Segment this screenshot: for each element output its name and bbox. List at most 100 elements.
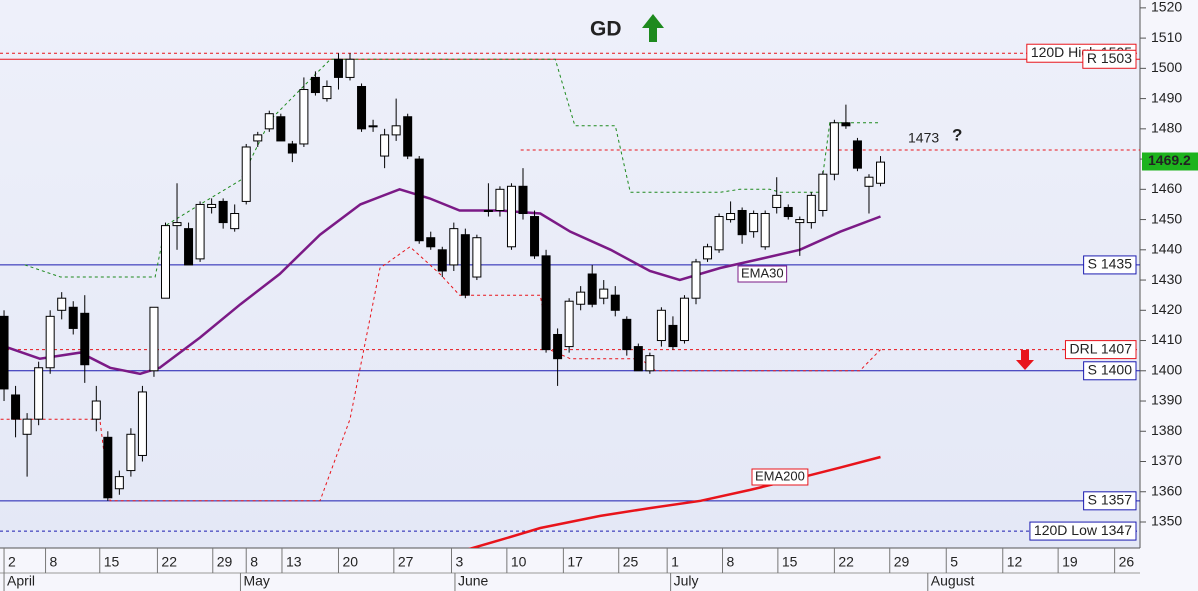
candle-body — [472, 237, 482, 278]
candle-body — [599, 288, 609, 299]
candle-body — [668, 324, 678, 348]
candle-body — [772, 194, 782, 208]
y-tick-label: 1460 — [1151, 180, 1182, 196]
level-label: 1473 — [908, 130, 939, 146]
candle-body — [714, 216, 724, 251]
candle-body — [126, 433, 136, 472]
candle-body — [368, 125, 378, 128]
candle-body — [45, 315, 55, 369]
x-tick-label: 8 — [727, 554, 735, 570]
x-tick-label: 29 — [217, 554, 233, 570]
candle-body — [841, 122, 851, 127]
candle-body — [287, 143, 297, 154]
candle-body — [679, 297, 689, 342]
series-label: EMA30 — [741, 265, 784, 280]
candle-body — [553, 333, 563, 360]
month-label: April — [7, 573, 35, 589]
price-tag — [1142, 152, 1198, 171]
candle-body — [783, 206, 793, 218]
y-tick-label: 1400 — [1151, 361, 1182, 377]
candle-body — [703, 246, 713, 260]
price-tag-label: 1469.2 — [1148, 152, 1191, 168]
candle-body — [114, 476, 124, 490]
x-tick-label: 12 — [1007, 554, 1023, 570]
up-arrow — [642, 14, 664, 42]
level-label: S 1400 — [1088, 361, 1133, 377]
candle-body — [137, 391, 147, 456]
level-box — [1083, 361, 1137, 381]
candle-body — [345, 58, 355, 78]
x-tick-label: 8 — [50, 554, 58, 570]
candle-body — [57, 297, 67, 311]
y-tick-label: 1450 — [1151, 210, 1182, 226]
candle-body — [576, 291, 586, 305]
candle-body — [403, 116, 413, 157]
x-tick-label: 26 — [1119, 554, 1135, 570]
candle-body — [587, 273, 597, 305]
level-label: 120D Low 1347 — [1034, 522, 1132, 538]
x-tick-label: 2 — [8, 554, 16, 570]
y-tick-label: 1480 — [1151, 120, 1182, 136]
y-tick-label: 1430 — [1151, 271, 1182, 287]
level-box — [1029, 521, 1137, 541]
stop-line — [24, 58, 881, 278]
x-tick-label: 15 — [782, 554, 798, 570]
candle-body — [818, 173, 828, 211]
x-tick-label: 10 — [511, 554, 527, 570]
y-tick-label: 1440 — [1151, 241, 1182, 257]
candle-body — [749, 213, 759, 233]
x-tick-label: 13 — [286, 554, 302, 570]
y-tick-label: 1350 — [1151, 513, 1182, 529]
x-tick-label: 1 — [671, 554, 679, 570]
candle-body — [518, 185, 528, 215]
candle-body — [207, 203, 217, 208]
x-tick-label: 29 — [894, 554, 910, 570]
plot-area — [0, 0, 1140, 548]
x-tick-label: 3 — [456, 554, 464, 570]
candle-body — [322, 85, 332, 100]
candle-body — [541, 255, 551, 351]
candle-body — [103, 436, 113, 499]
candle-body — [149, 306, 159, 372]
candle-body — [691, 261, 701, 299]
candle-body — [195, 203, 205, 260]
candle-body — [852, 140, 862, 169]
x-tick-label: 8 — [250, 554, 258, 570]
month-label: July — [674, 573, 699, 589]
candle-body — [172, 222, 182, 227]
overlay: 1520151015001490148014701460145014401430… — [3, 0, 1198, 591]
candle-body — [357, 85, 367, 130]
x-tick-label: 25 — [623, 554, 639, 570]
candle-body — [795, 219, 805, 224]
candle-body — [0, 315, 9, 390]
candle-body — [230, 213, 240, 230]
level-note: ? — [952, 125, 962, 144]
candle-body — [806, 194, 816, 224]
candle-body — [656, 309, 666, 342]
y-tick-label: 1500 — [1151, 59, 1182, 75]
date-axis — [0, 548, 1140, 591]
series-label-box — [737, 265, 788, 283]
candle-body — [530, 216, 540, 257]
candle-body — [622, 318, 632, 351]
y-tick-label: 1380 — [1151, 422, 1182, 438]
candle-body — [310, 76, 320, 94]
candle-body — [760, 213, 770, 248]
x-tick-label: 17 — [567, 554, 583, 570]
x-tick-label: 27 — [398, 554, 414, 570]
level-box — [1064, 340, 1137, 360]
x-tick-label: 20 — [342, 554, 358, 570]
level-label: S 1435 — [1088, 256, 1133, 272]
candle-body — [829, 122, 839, 175]
candle-body — [645, 355, 655, 372]
candle-body — [610, 294, 620, 311]
plot — [0, 52, 1140, 548]
candle-body — [276, 116, 286, 142]
y-tick-label: 1520 — [1151, 0, 1182, 15]
candle-body — [737, 209, 747, 236]
y-tick-label: 1370 — [1151, 452, 1182, 468]
y-tick-label: 1420 — [1151, 301, 1182, 317]
candle-body — [391, 125, 401, 136]
candle-body — [34, 367, 44, 420]
candle-body — [726, 213, 736, 221]
